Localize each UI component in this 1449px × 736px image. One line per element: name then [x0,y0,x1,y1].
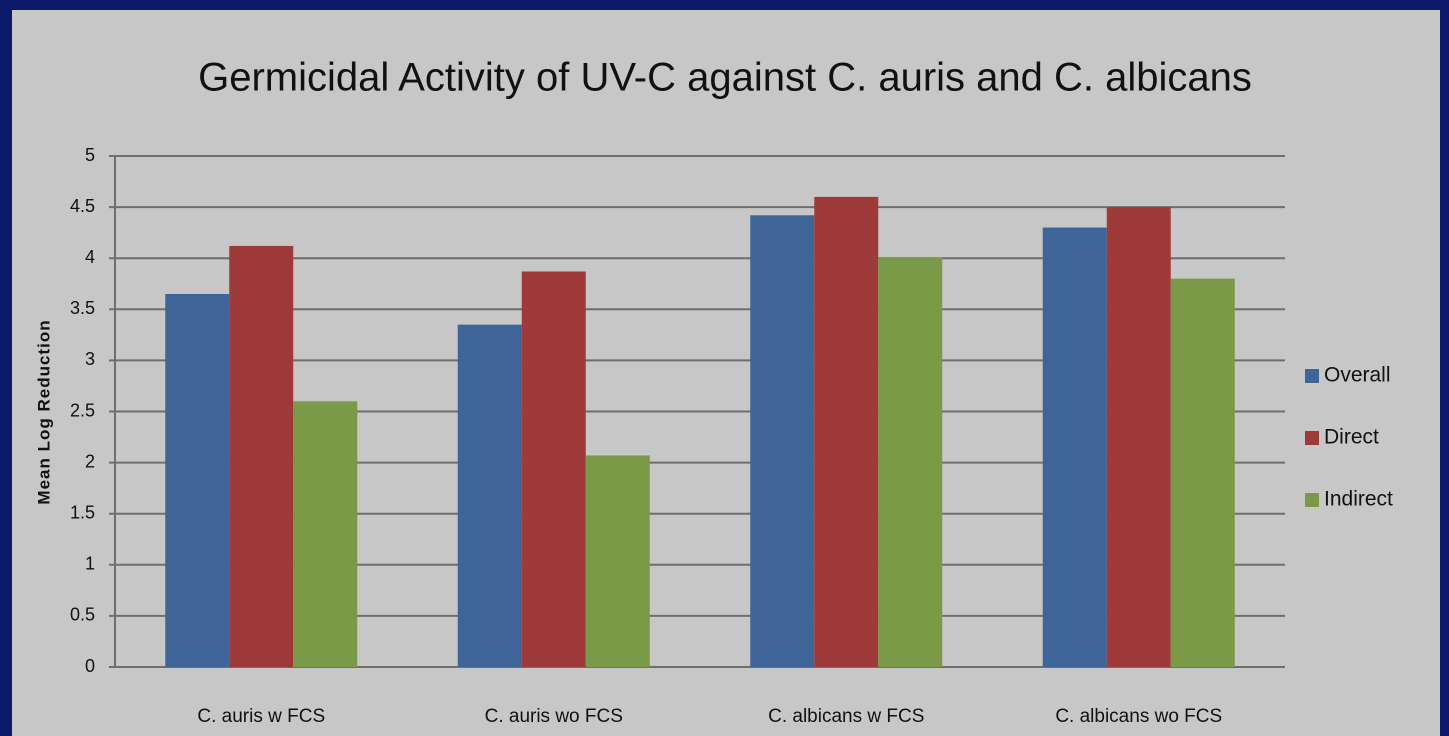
y-tick-label: 5 [85,145,95,165]
x-tick-label: C. auris wo FCS [485,706,623,727]
bar [1042,227,1107,668]
bar [293,401,358,667]
bar [878,257,943,667]
bar [521,271,586,667]
y-tick-label: 1.5 [70,502,95,522]
legend-swatch [1305,431,1319,445]
bar [457,324,522,667]
legend-label: Indirect [1324,488,1393,511]
y-tick-label: 3 [85,349,95,369]
bar [585,455,650,667]
y-tick-label: 4.5 [70,196,95,216]
chart-title: Germicidal Activity of UV-C against C. a… [198,56,1252,100]
y-tick-label: 2 [85,451,95,471]
y-tick-label: 3.5 [70,298,95,318]
bar [1170,278,1235,667]
y-tick-label: 2.5 [70,400,95,420]
bar [814,196,879,667]
x-tick-label: C. albicans w FCS [768,706,924,727]
x-tick-label: C. auris w FCS [197,706,325,727]
legend-label: Overall [1324,364,1391,387]
bar [1106,207,1171,667]
legend-swatch [1305,369,1319,383]
y-tick-label: 1 [85,554,95,574]
y-axis-label: Mean Log Reduction [34,319,53,504]
bar [750,215,815,667]
y-tick-label: 0.5 [70,605,95,625]
legend-label: Direct [1324,426,1379,449]
y-tick-label: 4 [85,247,95,267]
legend-swatch [1305,493,1319,507]
y-tick-label: 0 [85,656,95,676]
bar [229,245,294,667]
bar [165,293,230,667]
x-tick-label: C. albicans wo FCS [1055,706,1222,727]
